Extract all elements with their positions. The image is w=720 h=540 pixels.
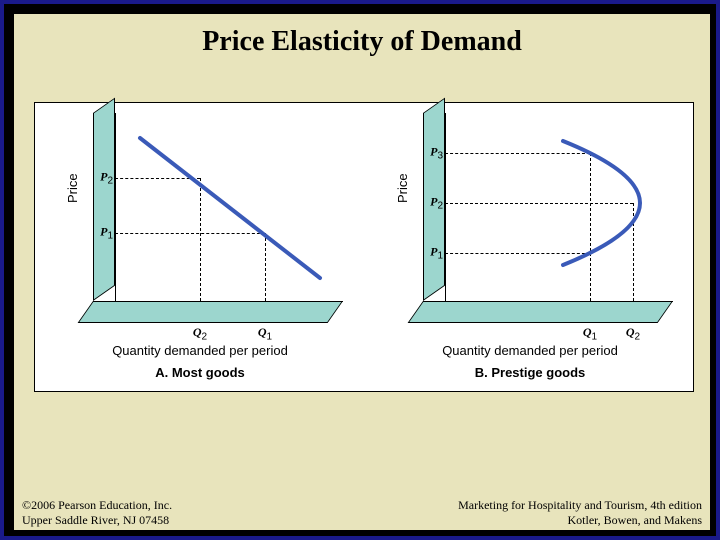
y-tick-label: P2 (430, 194, 443, 211)
footer: ©2006 Pearson Education, Inc. Upper Sadd… (22, 498, 702, 528)
footer-right-1: Marketing for Hospitality and Tourism, 4… (458, 498, 702, 513)
dash-horizontal (445, 203, 633, 204)
x-axis-a (115, 301, 343, 302)
panel-a: Price P2 P1 Q2 Q1 Quantity demanded per pe… (35, 103, 365, 393)
dash-vertical (633, 203, 634, 301)
x-tick-label: Q2 (626, 325, 640, 342)
x-tick-label: Q1 (583, 325, 597, 342)
x-tick-label: Q1 (258, 325, 272, 342)
outer-frame: Price Elasticity of Demand Price P2 P1 Q2… (0, 0, 720, 540)
dash-vertical (200, 178, 201, 301)
slide-area: Price Elasticity of Demand Price P2 P1 Q2… (12, 12, 712, 532)
x-tick-label: Q2 (193, 325, 207, 342)
y-axis-a (115, 113, 116, 301)
demand-curve-b (365, 103, 695, 323)
x-axis-3d-a (78, 301, 343, 323)
slide-title: Price Elasticity of Demand (14, 26, 710, 58)
x-axis-3d-b (408, 301, 673, 323)
panel-b: Price P3 P2 P1 Q1 Q2 Quantity demanded per … (365, 103, 695, 393)
y-axis-label-a: Price (65, 173, 80, 203)
dash-horizontal (115, 178, 200, 179)
y-axis-b (445, 113, 446, 301)
figure-area: Price P2 P1 Q2 Q1 Quantity demanded per pe… (34, 102, 694, 392)
panel-title-b: B. Prestige goods (365, 365, 695, 380)
y-axis-3d-a (93, 98, 115, 301)
dash-horizontal (445, 253, 590, 254)
y-tick-label: P2 (100, 169, 113, 186)
footer-left-2: Upper Saddle River, NJ 07458 (22, 513, 172, 528)
panel-title-a: A. Most goods (35, 365, 365, 380)
dash-vertical (590, 153, 591, 301)
footer-right-2: Kotler, Bowen, and Makens (458, 513, 702, 528)
x-axis-b (445, 301, 673, 302)
x-axis-label-a: Quantity demanded per period (35, 343, 365, 358)
y-axis-label-b: Price (395, 173, 410, 203)
footer-left-1: ©2006 Pearson Education, Inc. (22, 498, 172, 513)
y-tick-label: P1 (430, 244, 443, 261)
y-tick-label: P3 (430, 144, 443, 161)
dash-horizontal (115, 233, 265, 234)
dash-horizontal (445, 153, 590, 154)
x-axis-label-b: Quantity demanded per period (365, 343, 695, 358)
y-tick-label: P1 (100, 224, 113, 241)
dash-vertical (265, 233, 266, 301)
